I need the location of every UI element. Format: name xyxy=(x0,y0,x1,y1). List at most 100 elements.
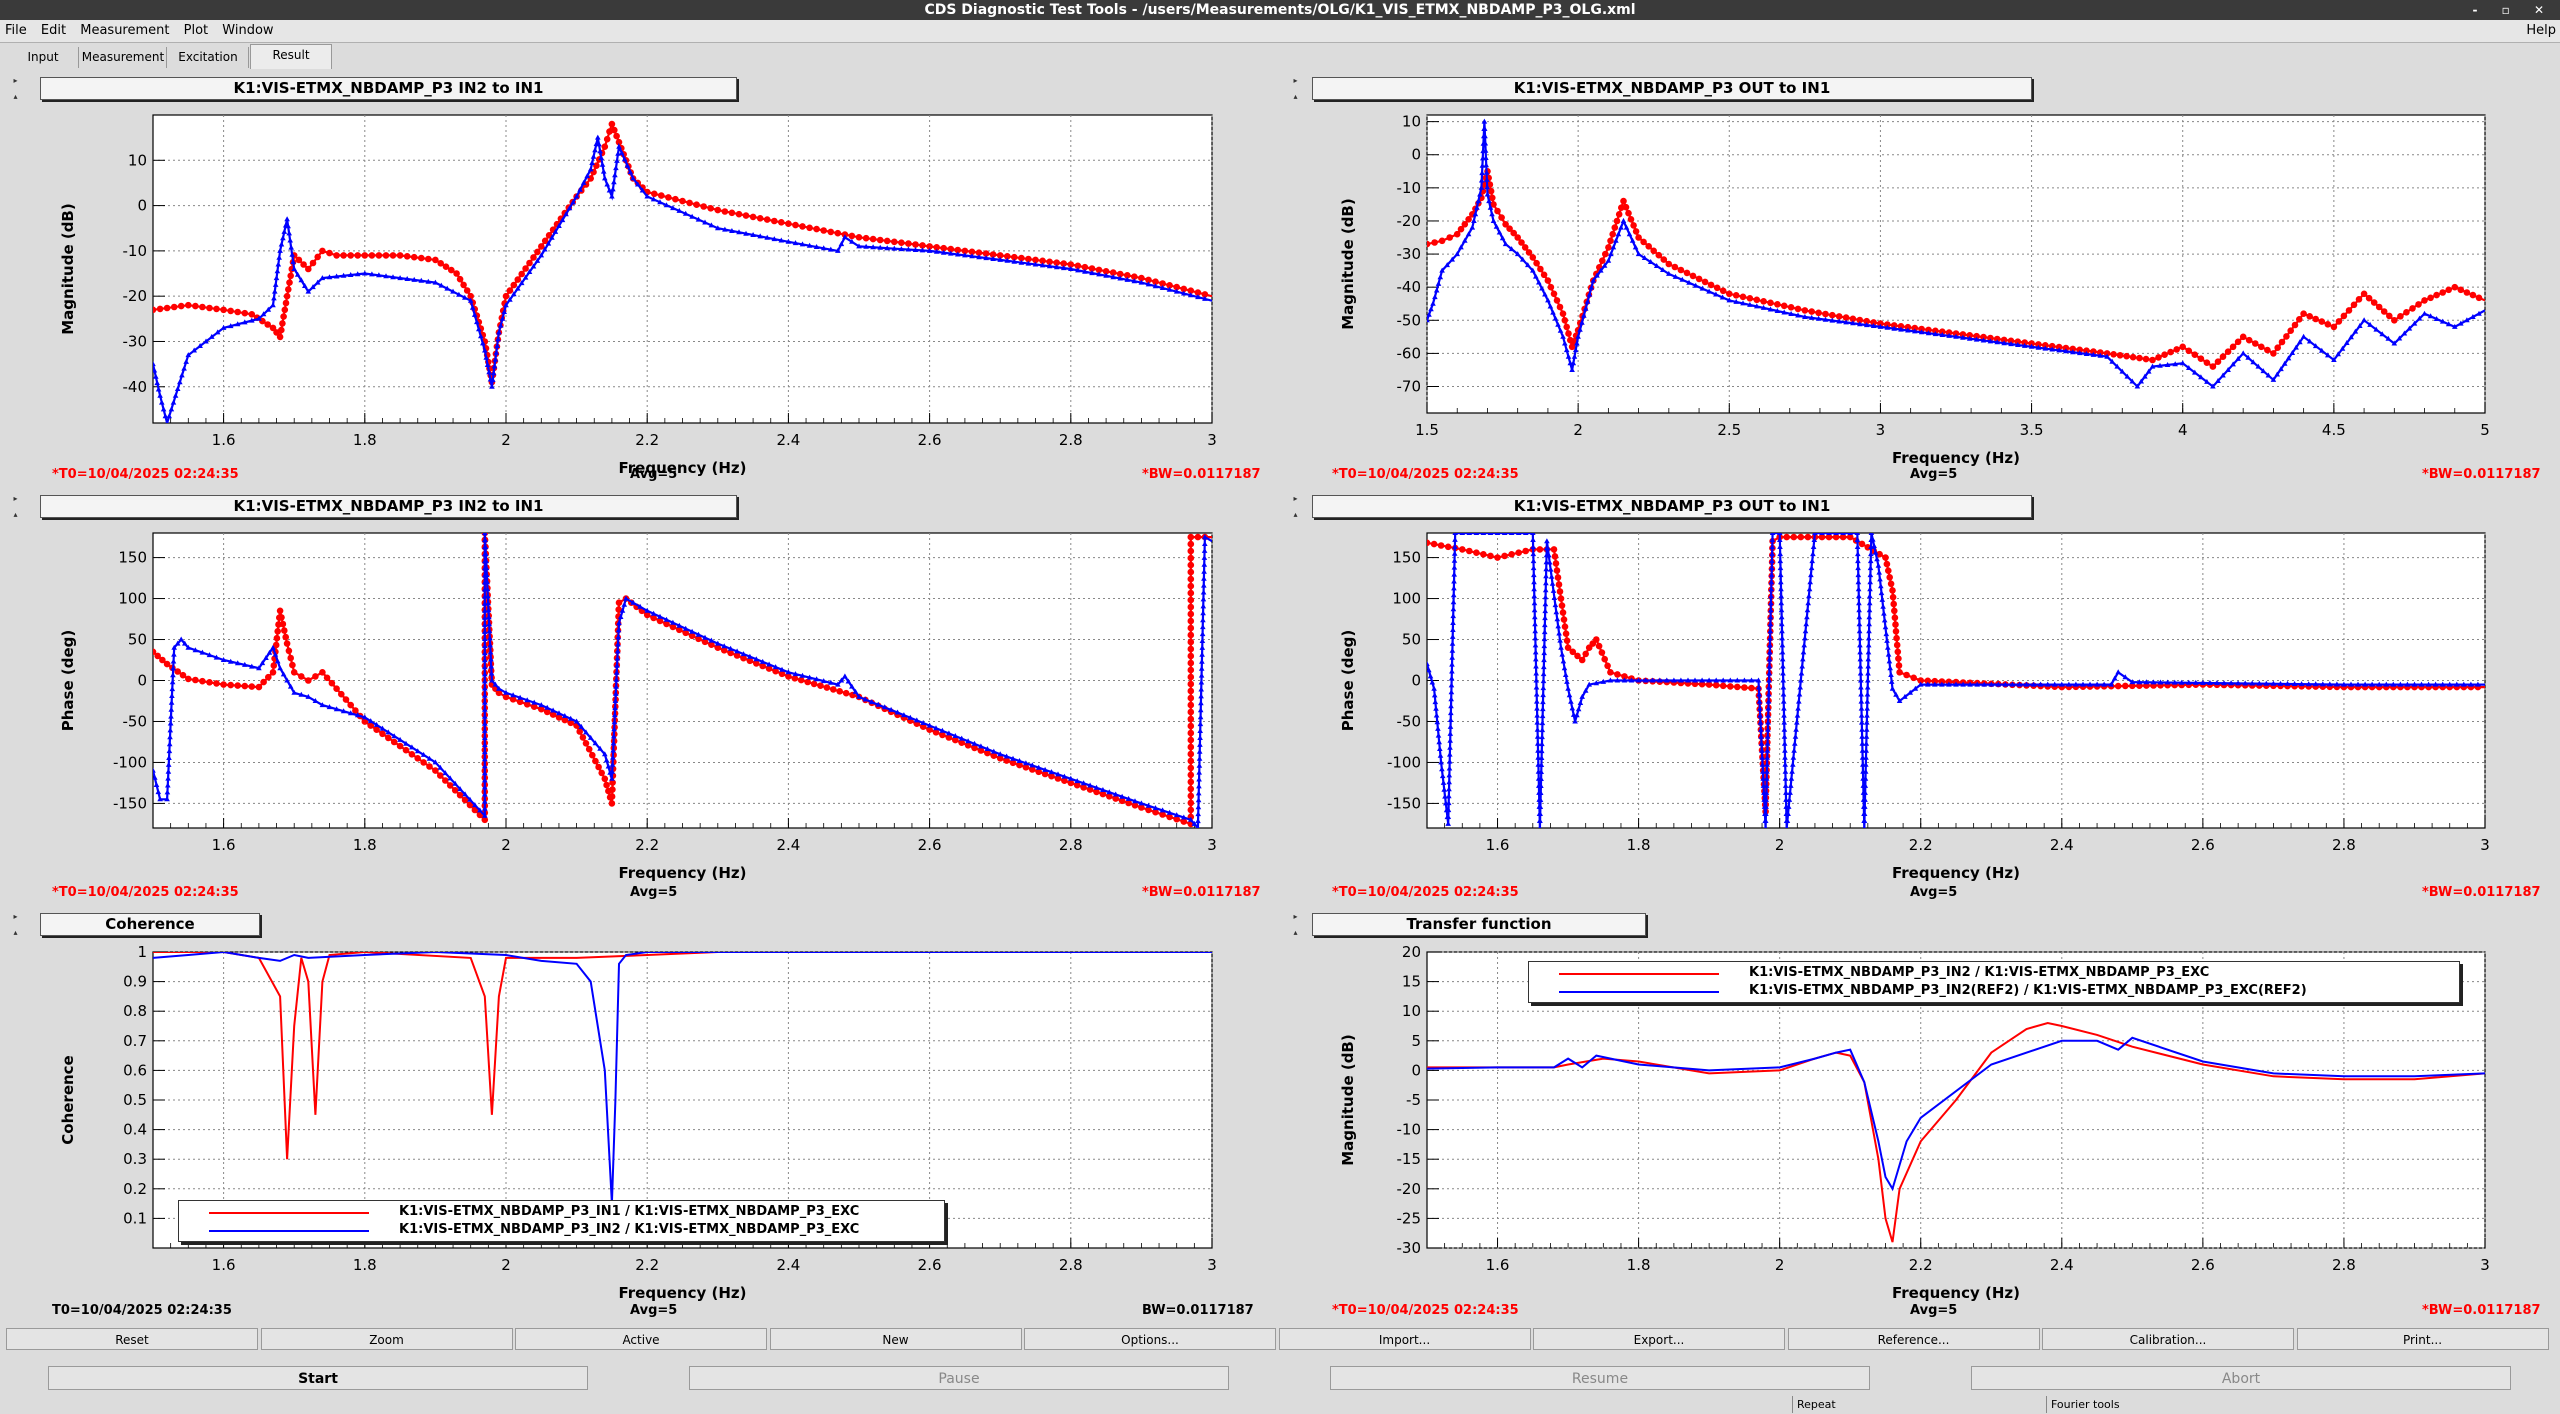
data-point xyxy=(1187,554,1195,562)
tab-input[interactable]: Input xyxy=(8,47,79,68)
menu-edit[interactable]: Edit xyxy=(40,23,67,38)
panel-title[interactable]: K1:VIS-ETMX_NBDAMP_P3 OUT to IN1 xyxy=(1312,77,2032,100)
resume-button[interactable]: Resume xyxy=(1330,1366,1870,1390)
data-point xyxy=(1561,665,1568,671)
data-point xyxy=(379,725,386,731)
data-point xyxy=(1039,257,1046,265)
panel-expand-icon[interactable]: ▸ xyxy=(1293,76,1298,85)
panel-scroll-up-icon[interactable]: ▴ xyxy=(1293,92,1298,101)
plot-p3[interactable]: 1.6 1.8 2 2.2 2.4 2.6 2.8 3-150-100-50050100150… xyxy=(59,530,1217,882)
calibration-button[interactable]: Calibration... xyxy=(2042,1328,2294,1350)
panel-title[interactable]: Transfer function xyxy=(1312,913,1646,936)
data-point xyxy=(1440,779,1447,785)
panel-title[interactable]: K1:VIS-ETMX_NBDAMP_P3 IN2 to IN1 xyxy=(40,77,737,100)
data-point xyxy=(2287,327,2294,335)
start-button[interactable]: Start xyxy=(48,1366,588,1390)
data-point xyxy=(1106,793,1113,800)
data-point xyxy=(426,763,433,770)
panel-expand-icon[interactable]: ▸ xyxy=(13,912,18,921)
data-point xyxy=(1541,629,1548,635)
new-button[interactable]: New xyxy=(769,1328,1022,1350)
panel-scroll-up-icon[interactable]: ▴ xyxy=(1293,510,1298,519)
data-point xyxy=(1623,224,1630,230)
pause-button[interactable]: Pause xyxy=(689,1366,1229,1390)
tab-result[interactable]: Result xyxy=(250,44,332,69)
data-point xyxy=(1857,670,1864,676)
data-point xyxy=(1907,689,1913,695)
y-tick-label: -100 xyxy=(113,753,147,771)
panel-scroll-up-icon[interactable]: ▴ xyxy=(13,928,18,937)
x-tick-label: 3 xyxy=(1876,421,1886,439)
window-controls[interactable]: - ▫ ✕ xyxy=(2472,3,2554,17)
plot-p5[interactable]: 1.6 1.8 2 2.2 2.4 2.6 2.8 30.10.20.30.40.50.60.… xyxy=(59,943,1217,1302)
data-point xyxy=(644,193,650,199)
active-button[interactable]: Active xyxy=(515,1328,767,1350)
data-point xyxy=(169,679,176,685)
reference-button[interactable]: Reference... xyxy=(1787,1328,2040,1350)
data-point xyxy=(291,266,297,271)
tab-excitation[interactable]: Excitation xyxy=(168,47,249,68)
data-point xyxy=(1613,217,1621,225)
abort-button[interactable]: Abort xyxy=(1971,1366,2511,1390)
data-point xyxy=(1786,796,1793,802)
export-button[interactable]: Export... xyxy=(1533,1328,1785,1350)
data-point xyxy=(1657,677,1663,683)
zoom-button[interactable]: Zoom xyxy=(260,1328,513,1350)
panel-expand-icon[interactable]: ▸ xyxy=(13,494,18,503)
data-point xyxy=(1607,237,1614,245)
data-point xyxy=(1610,244,1617,250)
tab-measurement[interactable]: Measurement xyxy=(80,47,167,68)
data-point xyxy=(495,689,503,697)
menu-file[interactable]: File xyxy=(5,23,27,38)
data-point xyxy=(160,406,167,412)
panel-expand-icon[interactable]: ▸ xyxy=(1293,494,1298,503)
reset-button[interactable]: Reset xyxy=(6,1328,258,1350)
panel-scroll-up-icon[interactable]: ▴ xyxy=(1293,928,1298,937)
panel-expand-icon[interactable]: ▸ xyxy=(1293,912,1298,921)
plot-area[interactable] xyxy=(152,114,1213,424)
panel-title[interactable]: K1:VIS-ETMX_NBDAMP_P3 OUT to IN1 xyxy=(1312,495,2032,518)
plot-area[interactable] xyxy=(1426,114,2486,414)
data-point xyxy=(1475,198,1482,204)
data-point xyxy=(883,237,891,245)
data-point xyxy=(2203,359,2211,367)
data-point xyxy=(1554,616,1561,622)
data-point xyxy=(333,273,340,279)
import-button[interactable]: Import... xyxy=(1278,1328,1531,1350)
data-point xyxy=(2171,679,2178,685)
data-point xyxy=(1541,636,1548,642)
plot-p4[interactable]: 1.6 1.8 2 2.2 2.4 2.6 2.8 3-150-100-50050100150… xyxy=(1339,530,2490,882)
panel-title[interactable]: K1:VIS-ETMX_NBDAMP_P3 IN2 to IN1 xyxy=(40,495,737,518)
data-point xyxy=(2278,338,2286,346)
menu-help[interactable]: Help xyxy=(2526,23,2556,38)
data-point xyxy=(1645,243,1652,250)
panel-expand-icon[interactable]: ▸ xyxy=(13,76,18,85)
data-point xyxy=(1427,539,1431,547)
data-point xyxy=(1124,276,1131,282)
data-point xyxy=(1748,677,1755,683)
menu-plot[interactable]: Plot xyxy=(183,23,209,38)
options-button[interactable]: Options... xyxy=(1024,1328,1276,1350)
plot-p2[interactable]: 1.5 2 2.5 3 3.5 4 4.5 5-70-60-50-40-30-20-10010… xyxy=(1339,113,2490,467)
plot-p1[interactable]: 1.6 1.8 2 2.2 2.4 2.6 2.8 3-40-30-20-10010Frequ… xyxy=(59,114,1217,477)
panel-title[interactable]: Coherence xyxy=(40,913,260,936)
data-point xyxy=(1712,681,1720,689)
panel-scroll-up-icon[interactable]: ▴ xyxy=(13,510,18,519)
data-point xyxy=(234,308,241,316)
data-point xyxy=(494,343,500,348)
data-point xyxy=(510,281,518,289)
menu-window[interactable]: Window xyxy=(222,23,274,38)
data-point xyxy=(2076,346,2083,354)
data-point xyxy=(785,220,792,227)
panel-scroll-up-icon[interactable]: ▴ xyxy=(13,92,18,101)
data-point xyxy=(1620,218,1627,223)
print-button[interactable]: Print... xyxy=(2296,1328,2549,1350)
data-point xyxy=(1782,768,1789,774)
menu-measurement[interactable]: Measurement xyxy=(80,23,170,38)
legend[interactable]: K1:VIS-ETMX_NBDAMP_P3_IN1 / K1:VIS-ETMX_… xyxy=(178,1200,945,1242)
data-point xyxy=(2028,343,2035,349)
data-point xyxy=(153,361,156,367)
data-point xyxy=(1628,677,1635,683)
legend[interactable]: K1:VIS-ETMX_NBDAMP_P3_IN2 / K1:VIS-ETMX_… xyxy=(1528,961,2460,1003)
data-point xyxy=(241,309,249,317)
